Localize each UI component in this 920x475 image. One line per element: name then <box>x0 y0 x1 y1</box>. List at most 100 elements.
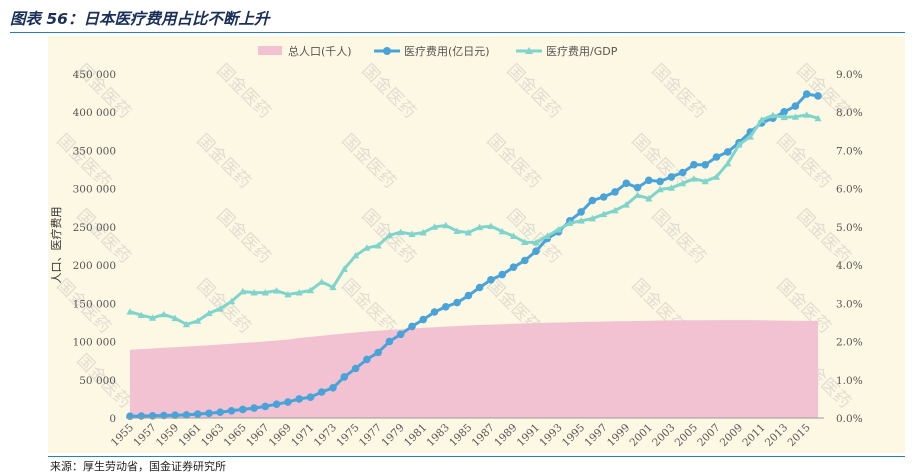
cost-point <box>791 102 800 110</box>
ratio-point <box>724 159 732 167</box>
cost-point <box>126 412 134 421</box>
cost-point <box>802 90 811 98</box>
cost-point <box>633 183 642 192</box>
ratio-point <box>464 229 472 236</box>
x-tick-label: 1997 <box>582 422 609 449</box>
cost-point <box>464 291 473 300</box>
right-tick-label: 9.0% <box>836 69 863 81</box>
cost-point <box>396 330 405 339</box>
y-axis-label: 人口、医疗费用 <box>49 207 63 284</box>
ratio-point <box>746 133 754 140</box>
cost-point <box>216 408 224 417</box>
cost-point <box>814 92 822 100</box>
ratio-point <box>487 222 495 230</box>
cost-point <box>611 188 619 196</box>
cost-point <box>712 153 721 161</box>
ratio-point <box>679 179 687 187</box>
watermark: 国金医药 <box>212 205 274 267</box>
x-tick-label: 1969 <box>267 422 294 449</box>
ratio-point <box>408 230 416 238</box>
ratio-point <box>171 314 179 322</box>
watermark: 国金医药 <box>482 130 544 192</box>
watermark: 国金医药 <box>772 130 834 192</box>
ratio-point <box>577 217 585 224</box>
watermark: 国金医药 <box>502 60 564 122</box>
cost-point <box>487 276 495 284</box>
cost-point <box>317 388 326 396</box>
cost-point <box>284 398 292 406</box>
ratio-point <box>351 251 360 259</box>
ratio-point <box>633 191 642 199</box>
x-tick-label: 2009 <box>718 422 745 449</box>
cost-point <box>239 405 247 414</box>
x-tick-label: 1955 <box>109 422 136 449</box>
x-tick-label: 1977 <box>357 422 384 449</box>
cost-point <box>599 193 608 201</box>
cost-point <box>667 173 676 181</box>
watermark: 国金医药 <box>792 205 854 267</box>
watermark: 国金医药 <box>212 60 274 122</box>
ratio-point <box>712 173 721 180</box>
x-tick-label: 1971 <box>289 422 316 449</box>
x-tick-label: 1991 <box>515 422 542 449</box>
ratio-point <box>306 286 315 294</box>
cost-point <box>374 348 382 357</box>
ratio-point <box>430 223 439 230</box>
ratio-point <box>645 195 653 202</box>
ratio-point <box>656 185 664 193</box>
ratio-point <box>397 228 405 236</box>
ratio-point <box>622 201 630 208</box>
ratio-point <box>363 244 371 251</box>
watermark: 国金医药 <box>647 205 709 267</box>
area-layer <box>130 320 818 418</box>
cost-point <box>363 355 371 364</box>
x-tick-label: 2007 <box>695 422 722 449</box>
cost-point <box>340 373 349 381</box>
x-tick-label: 1975 <box>334 422 361 449</box>
x-tick-label: 1979 <box>379 422 406 449</box>
cost-point <box>137 412 146 420</box>
ratio-point <box>769 111 777 119</box>
ratio-point <box>735 141 743 148</box>
x-tick-label: 2015 <box>785 422 812 449</box>
x-tick-label: 1995 <box>560 422 587 449</box>
x-tick-label: 1963 <box>199 422 226 449</box>
ratio-point <box>543 232 551 239</box>
cost-point <box>171 411 179 420</box>
x-tick-label: 1989 <box>492 422 519 449</box>
cost-point <box>430 308 439 316</box>
watermark: 国金医药 <box>337 130 399 192</box>
left-tick-label: 150 000 <box>73 298 116 310</box>
x-tick-label: 1957 <box>131 422 158 449</box>
cost-point <box>588 196 597 205</box>
ratio-point <box>600 210 608 218</box>
legend-swatch-population <box>258 46 282 55</box>
legend-label: 总人口(千人) <box>288 44 352 58</box>
ratio-point <box>554 225 563 233</box>
ratio-point <box>532 238 540 246</box>
ratio-point <box>442 221 450 229</box>
cost-point <box>329 384 337 392</box>
x-tick-label: 1965 <box>222 422 249 449</box>
right-tick-label: 7.0% <box>836 145 863 157</box>
ratio-point <box>295 289 303 296</box>
ratio-point <box>814 114 822 122</box>
cost-point <box>532 247 540 255</box>
cost-point <box>453 298 461 307</box>
left-tick-label: 350 000 <box>73 145 116 157</box>
ratio-point <box>261 289 269 296</box>
watermark: 国金医药 <box>72 205 134 267</box>
ratio-point <box>803 111 811 118</box>
right-tick-label: 0.0% <box>836 413 863 425</box>
cost-point <box>419 315 428 324</box>
left-tick-label: 200 000 <box>73 260 116 272</box>
ratio-point <box>205 309 213 317</box>
ratio-point <box>284 290 292 298</box>
cost-point <box>385 337 394 346</box>
line-layer <box>126 90 822 421</box>
left-tick-label: 450 000 <box>73 69 116 81</box>
ratio-point <box>239 287 247 295</box>
ratio-point <box>419 229 427 236</box>
ratio-point <box>137 311 145 319</box>
right-tick-label: 3.0% <box>836 298 863 310</box>
